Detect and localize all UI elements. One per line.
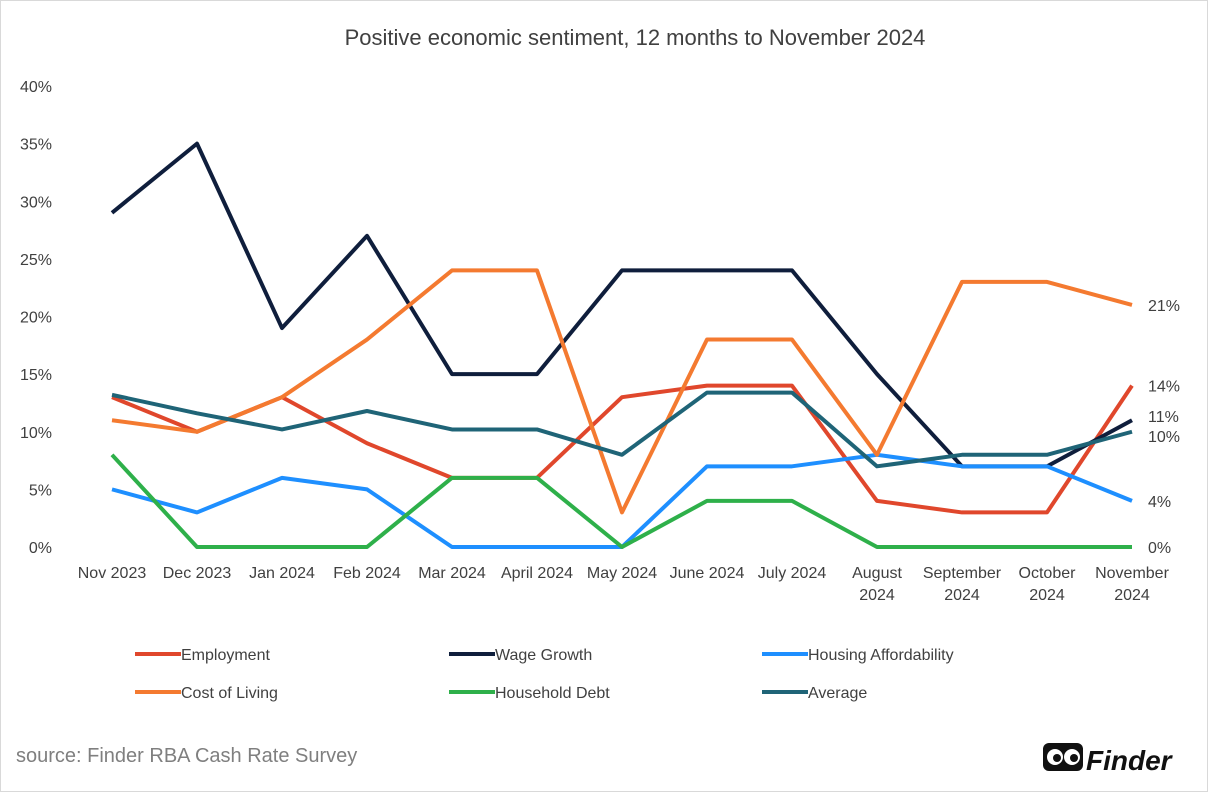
x-tick-label: 2024: [859, 587, 895, 604]
series-line-cost-of-living: [111, 268, 1133, 515]
x-tick-label: June 2024: [670, 565, 745, 582]
x-tick-label: Dec 2023: [163, 565, 232, 582]
series-lines: [110, 141, 1134, 549]
chart-title: Positive economic sentiment, 12 months t…: [345, 25, 926, 50]
end-label: 21%: [1148, 298, 1180, 315]
end-labels: 21% 14% 11% 10% 4% 0%: [1148, 298, 1180, 557]
x-tick-label: August: [852, 565, 902, 582]
x-tick-label: September: [923, 565, 1002, 582]
x-tick-label: May 2024: [587, 565, 657, 582]
end-label: 4%: [1148, 494, 1171, 511]
series-line-household-debt: [110, 453, 1132, 549]
x-tick-label: 2024: [1029, 587, 1065, 604]
y-tick-label: 35%: [20, 137, 52, 154]
legend-label: Housing Affordability: [808, 647, 954, 664]
y-tick-label: 20%: [20, 310, 52, 327]
x-tick-label: April 2024: [501, 565, 573, 582]
y-tick-label: 15%: [20, 367, 52, 384]
y-tick-label: 30%: [20, 194, 52, 211]
x-axis: Nov 2023 Dec 2023 Jan 2024 Feb 2024 Mar 2024…: [78, 565, 1170, 604]
x-tick-label: Jan 2024: [249, 565, 315, 582]
x-tick-label: Nov 2023: [78, 565, 147, 582]
end-label: 0%: [1148, 540, 1171, 557]
x-tick-label: November: [1095, 565, 1169, 582]
x-tick-label: Feb 2024: [333, 565, 401, 582]
y-tick-label: 25%: [20, 252, 52, 269]
x-tick-label: Mar 2024: [418, 565, 486, 582]
legend-label: Cost of Living: [181, 685, 278, 702]
x-tick-label: October: [1019, 565, 1077, 582]
x-tick-label: 2024: [1114, 587, 1150, 604]
end-label: 10%: [1148, 429, 1180, 446]
legend-label: Average: [808, 685, 867, 702]
finder-logo: Finder: [1043, 743, 1174, 776]
end-label: 14%: [1148, 379, 1180, 396]
legend: Employment Wage Growth Housing Affordabili…: [135, 647, 954, 702]
series-line-average: [111, 390, 1133, 469]
x-tick-label: July 2024: [758, 565, 827, 582]
y-axis: 0% 5% 10% 15% 20% 25% 30% 35% 40%: [20, 79, 52, 557]
source-note: source: Finder RBA Cash Rate Survey: [16, 745, 357, 767]
legend-label: Employment: [181, 647, 270, 664]
y-tick-label: 5%: [29, 482, 52, 499]
svg-text:Finder: Finder: [1086, 745, 1174, 776]
y-tick-label: 0%: [29, 540, 52, 557]
x-tick-label: 2024: [944, 587, 980, 604]
y-tick-label: 10%: [20, 425, 52, 442]
y-tick-label: 40%: [20, 79, 52, 96]
legend-label: Household Debt: [495, 685, 610, 702]
legend-label: Wage Growth: [495, 647, 592, 664]
end-label: 11%: [1148, 409, 1179, 426]
